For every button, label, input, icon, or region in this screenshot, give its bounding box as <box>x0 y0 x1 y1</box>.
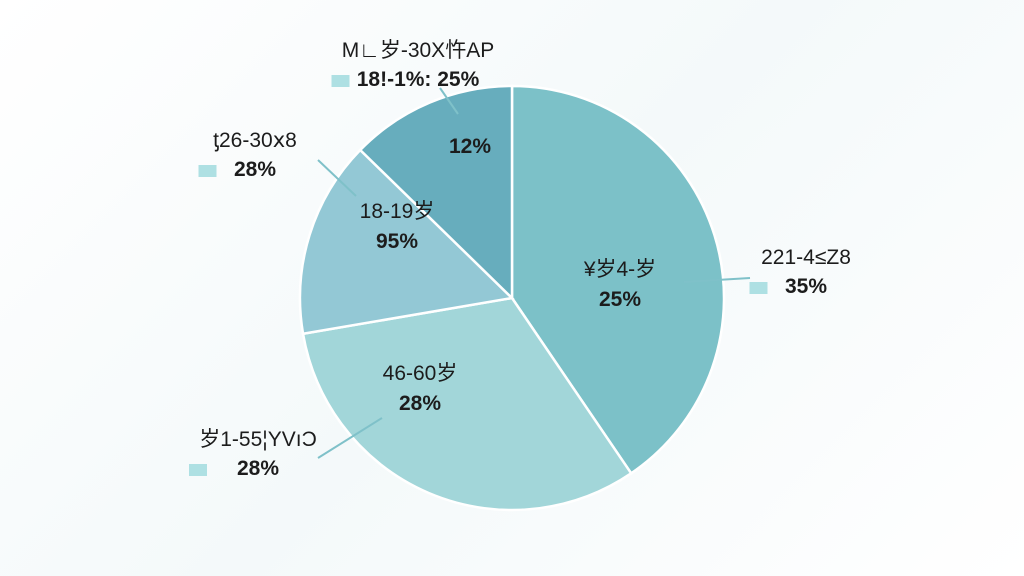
slice-value-label-3: 95% <box>376 230 418 253</box>
pie-slice-4 <box>358 84 514 301</box>
outer-label-3: ƫ26-30ⅹ8 <box>213 129 297 152</box>
pie-slice-1 <box>510 84 726 476</box>
outer-label-1: 221-4≤Z8 <box>761 246 851 269</box>
pie-slice-3 <box>298 148 515 336</box>
slice-value-label-4: 12% <box>449 135 491 158</box>
outer-label-4: M∟岁-30X忤AP <box>342 39 494 62</box>
outer-label-highlight-2 <box>189 464 207 476</box>
slice-label-1: ¥岁4-岁 <box>583 258 656 281</box>
leader-line-3 <box>317 159 357 197</box>
outer-label-highlight-4 <box>331 75 350 87</box>
slice-label-3: 18-19岁 <box>360 200 435 223</box>
outer-value-4: 18!-1%: 25% <box>357 68 480 91</box>
slice-label-2: 46-60岁 <box>383 362 458 385</box>
outer-label-highlight-1 <box>749 282 768 294</box>
slice-value-label-2: 28% <box>399 392 441 415</box>
leader-line-4 <box>439 87 459 115</box>
outer-value-3: 28% <box>234 158 276 181</box>
outer-label-2: 岁1-55¦YVıƆ <box>199 428 317 451</box>
pie-slice-2 <box>301 296 633 512</box>
leader-line-2 <box>317 417 383 459</box>
outer-value-2: 28% <box>237 457 279 480</box>
outer-label-highlight-3 <box>198 165 217 177</box>
leader-line-1 <box>683 277 751 283</box>
slice-value-label-1: 25% <box>599 288 641 311</box>
outer-value-1: 35% <box>785 275 827 298</box>
